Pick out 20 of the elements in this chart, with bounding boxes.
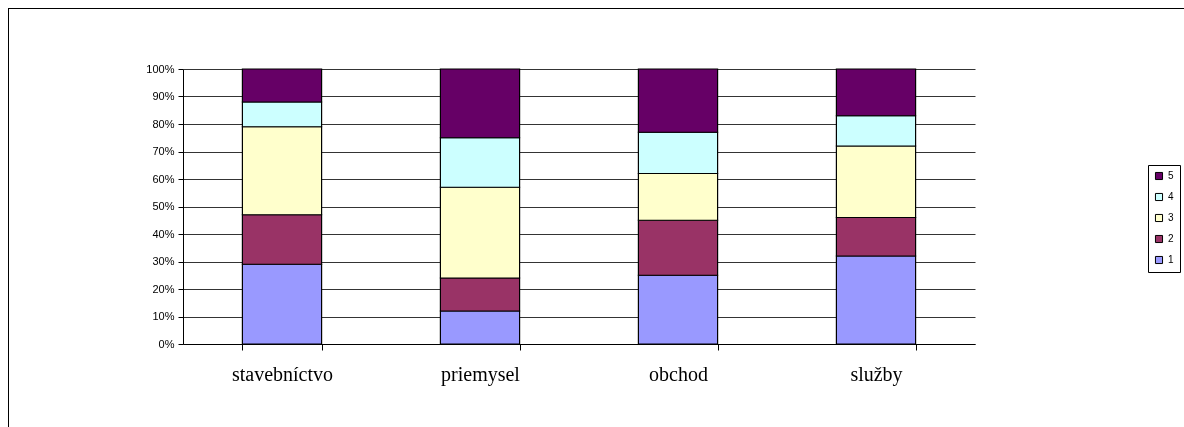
x-tick-label: stavebníctvo <box>231 362 334 385</box>
x-tick-label: služby <box>850 362 903 386</box>
y-tick-label: 60% <box>152 172 175 185</box>
legend-label: 2 <box>1168 233 1174 244</box>
legend-label: 4 <box>1168 191 1174 202</box>
y-tick-label: 80% <box>152 117 175 130</box>
x-tick-label: obchod <box>649 362 708 385</box>
y-tick-label: 50% <box>152 200 175 212</box>
y-tick-label: 100% <box>146 62 175 75</box>
y-tick-label: 40% <box>152 227 175 240</box>
y-tick-label: 0% <box>158 337 175 350</box>
y-tick-label: 90% <box>152 90 175 102</box>
y-tick-label: 20% <box>152 282 175 295</box>
y-tick-label: 70% <box>152 145 175 157</box>
y-tick-label: 10% <box>152 310 175 322</box>
legend-label: 1 <box>1168 254 1174 265</box>
x-tick-label: priemysel <box>441 362 521 386</box>
legend-label: 3 <box>1168 212 1174 223</box>
y-tick-label: 30% <box>152 255 175 267</box>
legend-label: 5 <box>1168 170 1174 181</box>
